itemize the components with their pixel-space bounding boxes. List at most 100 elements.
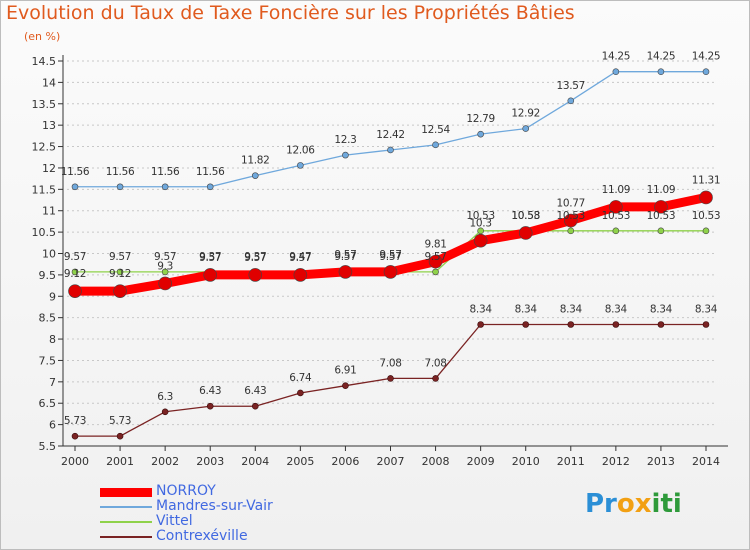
data-label: 6.43 (199, 385, 221, 397)
data-label: 9.57 (379, 251, 401, 263)
data-label: 12.3 (334, 134, 356, 146)
data-point (702, 321, 710, 328)
data-label: 13.57 (557, 80, 586, 92)
legend-item: Vittel (100, 513, 400, 530)
data-label: 10.53 (511, 210, 540, 222)
legend-swatch (100, 536, 152, 538)
data-point (432, 375, 439, 382)
data-label: 6.91 (334, 365, 356, 377)
x-tick-label: 2007 (377, 455, 405, 468)
x-tick-label: 2014 (692, 455, 720, 468)
data-point (206, 183, 214, 191)
data-point (522, 125, 530, 132)
data-point (522, 321, 530, 328)
data-point (473, 233, 488, 248)
data-label: 5.73 (64, 415, 86, 427)
data-point (251, 402, 259, 410)
data-label: 10.3 (470, 218, 492, 230)
legend-item: Mandres-sur-Vair (100, 498, 400, 515)
data-point (113, 284, 127, 298)
y-tick-label: 8.5 (39, 312, 57, 325)
data-point (654, 200, 668, 214)
data-point (477, 321, 484, 328)
data-point (567, 97, 575, 105)
data-label: 8.34 (605, 304, 628, 316)
data-label: 9.47 (289, 251, 311, 263)
data-point (68, 284, 82, 298)
chart-title: Evolution du Taux de Taxe Foncière sur l… (6, 2, 575, 24)
y-tick-label: 7.5 (39, 354, 57, 367)
x-tick-label: 2013 (647, 455, 675, 468)
data-label: 10.53 (692, 210, 721, 222)
data-point (657, 68, 665, 75)
legend-label: NORROY (156, 483, 216, 499)
data-label: 9.57 (379, 249, 401, 261)
data-label: 8.34 (560, 304, 583, 316)
data-point (248, 268, 263, 282)
data-label: 8.34 (650, 304, 673, 316)
data-point (609, 200, 623, 214)
data-point (563, 213, 578, 228)
legend-swatch (100, 506, 152, 508)
data-label: 12.92 (511, 108, 540, 120)
data-label: 12.42 (376, 129, 405, 141)
data-label: 10.53 (602, 210, 631, 222)
data-label: 10.58 (511, 210, 540, 222)
data-label: 14.25 (647, 51, 676, 63)
data-point (297, 162, 304, 169)
data-label: 11.56 (151, 166, 180, 178)
data-label: 7.08 (424, 357, 446, 369)
data-label: 9.37 (199, 251, 221, 263)
data-point (432, 268, 439, 276)
data-point (161, 268, 169, 276)
data-label: 12.79 (466, 113, 495, 125)
y-tick-label: 10 (42, 248, 56, 261)
y-tick-label: 10.5 (32, 226, 57, 239)
data-point (612, 227, 620, 235)
data-point (71, 268, 79, 276)
data-point (251, 172, 259, 179)
data-label: 9.57 (199, 252, 221, 264)
data-label: 14.25 (602, 51, 631, 63)
data-label: 6.3 (157, 391, 173, 403)
x-tick-label: 2009 (467, 455, 495, 468)
x-tick-label: 2004 (241, 455, 269, 468)
y-tick-label: 9 (49, 290, 56, 303)
data-label: 8.34 (515, 304, 538, 316)
legend-item: Contrexéville (100, 528, 400, 545)
data-point (612, 321, 620, 328)
y-tick-label: 6.5 (39, 397, 57, 410)
legend-label: Mandres-sur-Vair (156, 498, 273, 514)
data-label: 11.09 (602, 184, 631, 196)
data-label: 11.31 (692, 174, 721, 186)
data-point (71, 432, 79, 440)
data-label: 8.34 (470, 304, 493, 316)
y-tick-label: 9.5 (39, 269, 57, 282)
x-tick-label: 2011 (557, 455, 585, 468)
x-tick-label: 2010 (512, 455, 540, 468)
data-label: 9.57 (424, 251, 446, 263)
data-label: 9.3 (157, 260, 173, 272)
data-point (342, 382, 349, 389)
data-label: 9.57 (244, 252, 266, 264)
data-point (567, 321, 575, 328)
y-tick-label: 5.5 (39, 440, 57, 453)
y-tick-label: 7 (49, 376, 56, 389)
y-axis-unit-label: (en %) (24, 30, 61, 43)
y-tick-label: 12.5 (32, 141, 57, 154)
data-label: 8.34 (695, 304, 718, 316)
proxiti-logo: Proxiti (585, 489, 682, 519)
data-label: 11.56 (61, 166, 90, 178)
data-label: 9.12 (64, 268, 86, 280)
data-label: 6.74 (289, 372, 312, 384)
data-label: 10.77 (557, 198, 586, 210)
data-point (699, 190, 713, 205)
y-tick-label: 12 (42, 162, 56, 175)
data-point (383, 265, 398, 279)
x-tick-label: 2000 (61, 455, 89, 468)
data-label: 12.54 (421, 124, 450, 136)
data-point (612, 68, 620, 75)
data-label: 9.12 (109, 268, 131, 280)
data-label: 11.09 (647, 184, 676, 196)
